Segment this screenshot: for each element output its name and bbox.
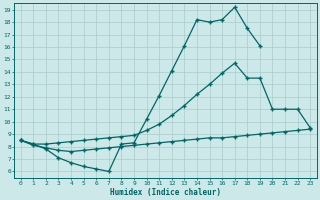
- X-axis label: Humidex (Indice chaleur): Humidex (Indice chaleur): [110, 188, 221, 197]
